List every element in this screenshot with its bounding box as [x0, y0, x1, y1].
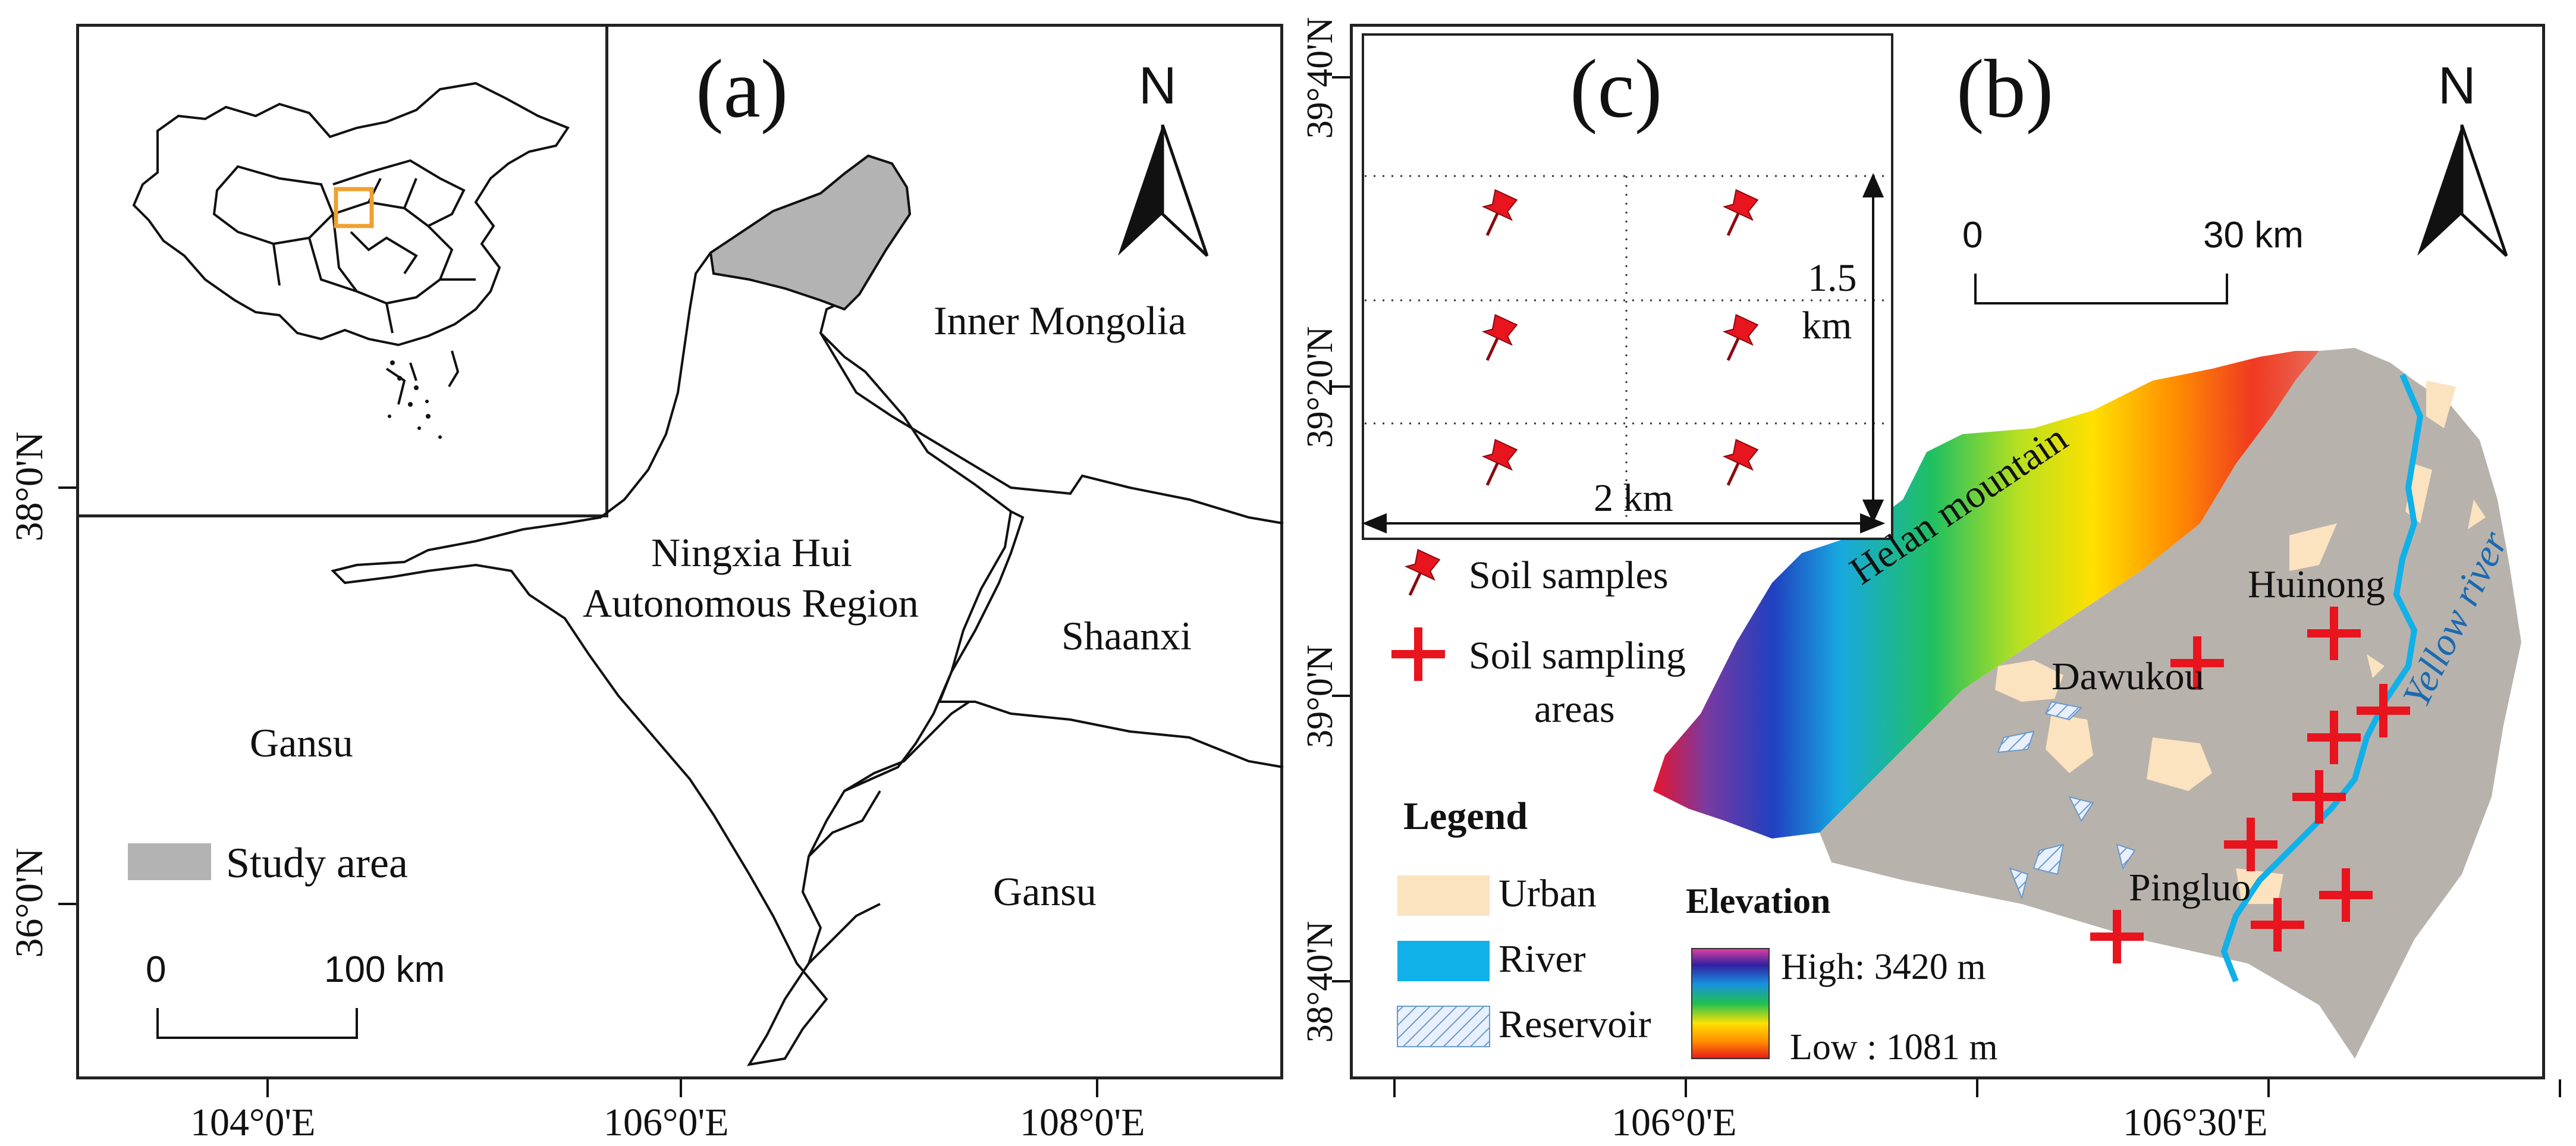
panel-c-dim-horizontal: 2 km: [1594, 476, 1673, 520]
south-china-sea-islands: [388, 360, 442, 439]
y-tick-b-3940: 39°40'N: [1300, 17, 1340, 139]
pin-1: [1481, 189, 1518, 236]
legend-sampling-areas-line1: Soil sampling: [1469, 634, 1686, 677]
legend-reservoir-swatch: [1397, 1006, 1490, 1047]
cross-8: [2251, 898, 2304, 952]
x-tick-b-10630: 106°30'E: [2123, 1101, 2268, 1144]
north-label-b: N: [2438, 56, 2476, 115]
yellow-river-line: [2220, 373, 2424, 982]
x-tick-b-106: 106°0'E: [1611, 1101, 1737, 1144]
helan-mountain-elevation: [1653, 351, 2319, 839]
gansu-west-label: Gansu: [250, 720, 353, 765]
cross-4: [2307, 711, 2361, 764]
y-tick-b-3840: 38°40'N: [1300, 921, 1340, 1043]
legend-title: Legend: [1403, 795, 1528, 838]
legend-soil-samples-label: Soil samples: [1469, 554, 1669, 597]
legend-urban-swatch: [1397, 875, 1490, 916]
scale-bar-a: [156, 1008, 358, 1039]
panel-c-dim-vertical-unit: km: [1802, 304, 1852, 347]
china-inset-frame: [76, 24, 608, 517]
axis-ticks-a: [58, 486, 1098, 1097]
panel-a-frame: [76, 24, 1283, 1079]
legend-urban-label: Urban: [1499, 872, 1597, 915]
scale-b-end: 30 km: [2203, 215, 2304, 256]
panel-c-grid: [1365, 175, 1891, 523]
x-tick-a-104: 104°0'E: [190, 1101, 316, 1144]
axis-ticks-b: [1332, 76, 2561, 1097]
cross-2: [2170, 636, 2224, 690]
legend-elevation-title: Elevation: [1686, 881, 1831, 921]
scale-a-end: 100 km: [324, 949, 445, 990]
panel-b-frame: [1350, 24, 2545, 1079]
scale-b-start: 0: [1962, 215, 1983, 256]
pingluo-label: Pingluo: [2129, 866, 2251, 909]
study-area-grey: [709, 154, 912, 311]
huinong-label: Huinong: [2248, 563, 2385, 606]
pin-2: [1722, 189, 1759, 236]
panel-c-dim-vertical-value: 1.5: [1808, 256, 1857, 300]
pin-4: [1722, 313, 1759, 361]
y-tick-b-3900: 39°0'N: [1300, 645, 1340, 748]
x-tick-a-106: 106°0'E: [604, 1101, 729, 1144]
urban-patches: [1995, 381, 2486, 904]
cross-1: [2307, 607, 2361, 660]
legend-river-label: River: [1499, 937, 1586, 981]
legend-sampling-areas-line2: areas: [1534, 687, 1615, 731]
pin-6: [1722, 438, 1759, 486]
gansu-south-label: Gansu: [993, 869, 1097, 914]
cross-3: [2357, 684, 2410, 737]
panel-c-dimension-arrows: [1362, 173, 1886, 533]
north-arrow-a: [1118, 124, 1209, 257]
china-outline: [132, 81, 570, 405]
ningxia-label-line1: Ningxia Hui: [651, 530, 853, 575]
legend-elevation-high: High: 3420 m: [1781, 947, 1986, 987]
pin-5: [1481, 438, 1518, 486]
cross-6: [2224, 818, 2277, 871]
panel-a-label: (a): [696, 43, 788, 135]
legend-reservoir-label: Reservoir: [1499, 1003, 1651, 1046]
cross-9: [2090, 910, 2144, 963]
cross-5: [2292, 770, 2346, 824]
legend-cross-symbol: [1391, 627, 1445, 681]
study-area-legend-label: Study area: [226, 839, 408, 887]
legend-pin-symbol: [1404, 548, 1441, 596]
soil-sample-pins: [1481, 189, 1759, 486]
scale-bar-b: [1974, 274, 2228, 304]
inner-mongolia-label: Inner Mongolia: [934, 298, 1186, 343]
legend-elevation-low: Low : 1081 m: [1790, 1027, 1998, 1067]
legend-river-swatch: [1397, 941, 1490, 981]
pin-3: [1481, 313, 1518, 361]
x-tick-a-108: 108°0'E: [1020, 1101, 1145, 1144]
north-arrow-b: [2417, 124, 2508, 257]
sampling-crosses: [2090, 607, 2410, 963]
cross-7: [2319, 868, 2373, 922]
panel-b-label: (b): [1956, 43, 2054, 135]
legend-elevation-ramp: [1691, 948, 1770, 1059]
ningxia-label-line2: Autonomous Region: [583, 580, 919, 626]
study-area-legend-swatch: [128, 843, 211, 880]
scale-a-start: 0: [146, 949, 167, 990]
locator-box: [334, 187, 374, 228]
shaanxi-label: Shaanxi: [1061, 613, 1192, 658]
province-boundaries: [331, 154, 1284, 1066]
north-label-a: N: [1139, 56, 1177, 115]
y-tick-b-3920: 39°20'N: [1300, 326, 1340, 448]
dawukou-label: Dawukou: [2052, 655, 2204, 698]
panel-c-label: (c): [1570, 43, 1663, 135]
reservoirs: [1997, 701, 2136, 900]
panel-c-frame: [1362, 33, 1893, 540]
